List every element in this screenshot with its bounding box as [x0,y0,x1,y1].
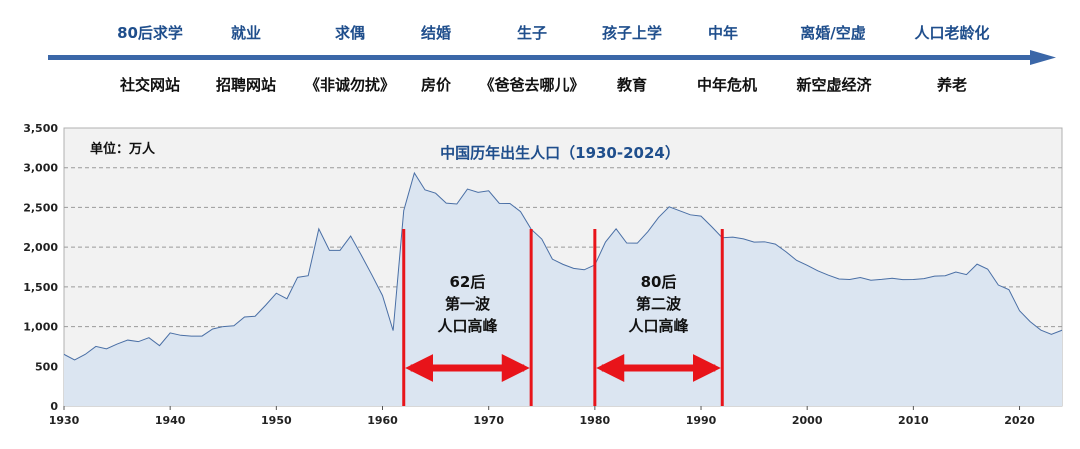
stage-label-4: 生子 [517,24,547,42]
stage-label-2: 求偶 [335,24,365,42]
x-tick-label-9: 2020 [1004,414,1035,427]
x-tick-label-8: 2010 [898,414,929,427]
stage-label-1: 就业 [231,24,261,42]
topic-label-2: 《非诚勿扰》 [305,76,395,94]
wave1-label-2: 人口高峰 [437,317,498,335]
y-tick-label-0: 0 [50,400,58,413]
timeline-arrow-head [1030,50,1056,65]
x-axis-ticks: 1930 1940 1950 1960 1970 1980 1990 2000 2010 2020 [49,406,1035,427]
topic-labels: 社交网站 招聘网站 《非诚勿扰》 房价 《爸爸去哪儿》 教育 中年危机 新空虚经济 养老 [119,76,967,94]
y-tick-label-1: 500 [35,360,58,373]
wave1-label-1: 第一波 [445,295,491,313]
x-tick-label-7: 2000 [792,414,823,427]
topic-label-1: 招聘网站 [216,76,276,94]
topic-label-8: 养老 [936,76,967,94]
x-tick-label-4: 1970 [473,414,504,427]
birth-series-line [63,171,1063,361]
y-tick-label-6: 3,000 [23,162,58,175]
wave1-label-0: 62后 [450,273,486,291]
stage-label-6: 中年 [708,24,738,42]
x-tick-label-2: 1950 [261,414,292,427]
chart-title: 中国历年出生人口（1930-2024） [440,144,680,162]
birth-area-fill [64,172,1062,406]
x-tick-label-1: 1940 [155,414,186,427]
wave2-label-0: 80后 [641,273,677,291]
x-tick-label-3: 1960 [367,414,398,427]
stage-label-3: 结婚 [421,24,451,42]
y-tick-label-4: 2,000 [23,241,58,254]
x-tick-label-0: 1930 [49,414,80,427]
y-tick-label-2: 1,000 [23,321,58,334]
y-axis-ticks: 0 500 1,000 1,500 2,000 2,500 3,000 3,500 [23,122,58,413]
x-tick-label-5: 1980 [580,414,611,427]
stage-label-5: 孩子上学 [602,24,662,42]
topic-label-5: 教育 [616,76,647,94]
topic-label-3: 房价 [421,76,452,94]
unit-label: 单位：万人 [90,141,156,157]
stage-label-0: 80后求学 [117,24,183,42]
life-stage-timeline: 80后求学 就业 求偶 结婚 生子 孩子上学 中年 离婚/空虚 人口老龄化 社交网站 招聘网站 《非… [48,24,1056,94]
y-tick-label-3: 1,500 [23,281,58,294]
y-tick-label-5: 2,500 [23,201,58,214]
topic-label-4: 《爸爸去哪儿》 [479,76,584,94]
stage-labels: 80后求学 就业 求偶 结婚 生子 孩子上学 中年 离婚/空虚 人口老龄化 [117,24,989,42]
x-tick-label-6: 1990 [686,414,717,427]
y-tick-label-7: 3,500 [23,122,58,135]
topic-label-6: 中年危机 [697,76,757,94]
topic-label-0: 社交网站 [119,76,180,94]
area-series [63,171,1063,406]
wave2-label-2: 人口高峰 [629,317,690,335]
stage-label-7: 离婚/空虚 [800,24,865,42]
stage-label-8: 人口老龄化 [914,24,989,42]
timeline-arrow-shaft [48,55,1033,60]
wave2-label-1: 第二波 [636,295,682,313]
topic-label-7: 新空虚经济 [796,76,872,94]
